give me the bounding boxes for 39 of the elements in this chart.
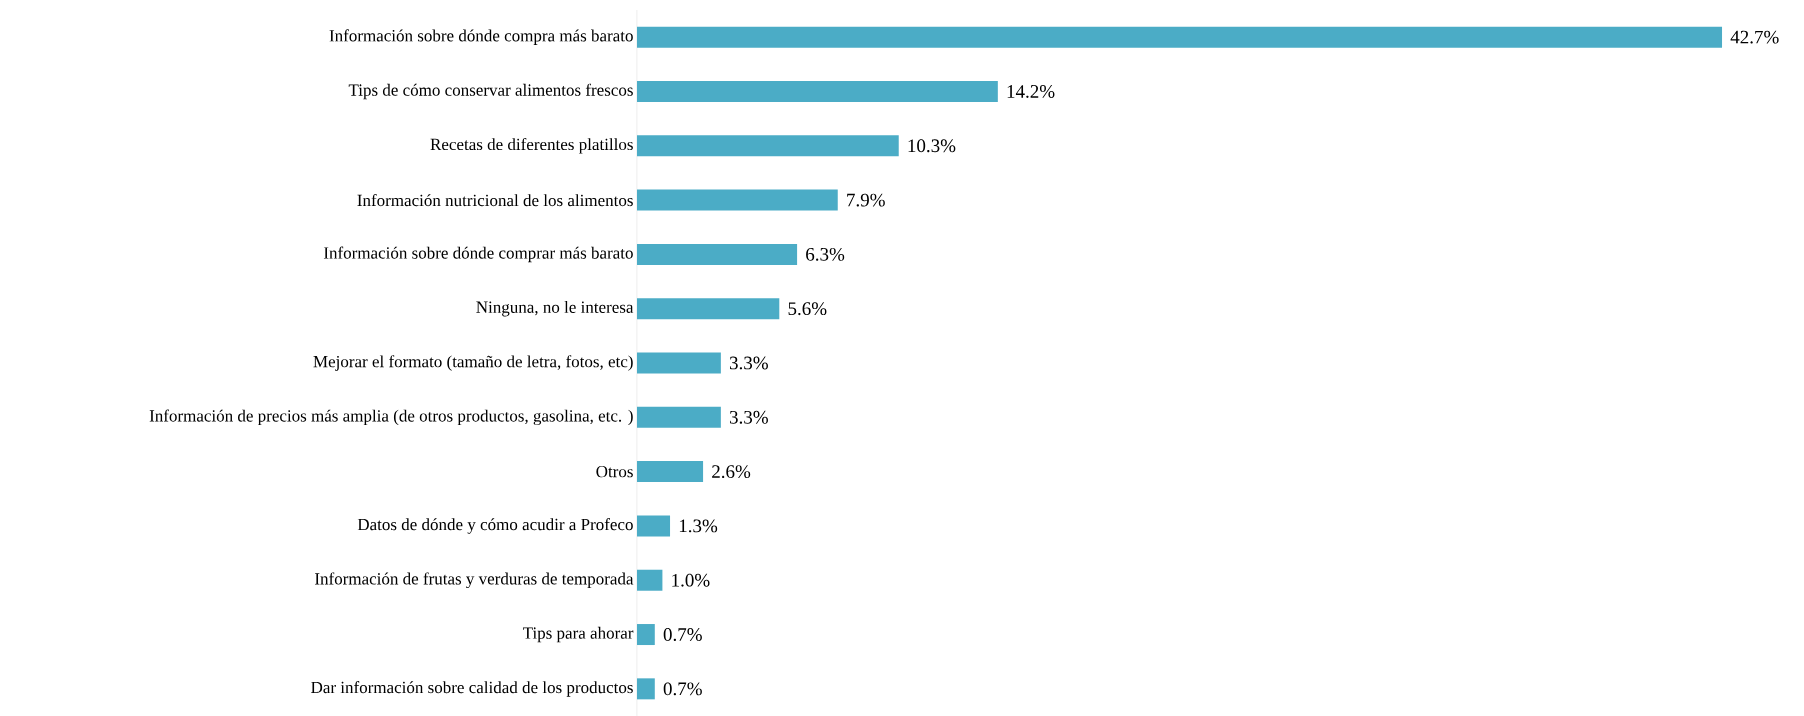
- bar: [637, 623, 655, 645]
- y-tick-label: Información nutricional de los alimentos: [357, 193, 633, 207]
- bar: [637, 80, 998, 102]
- bar: [637, 569, 663, 591]
- y-tick-label: Tips de cómo conservar alimentos frescos: [348, 83, 633, 100]
- bar: [637, 515, 671, 537]
- y-tick-label: Recetas de diferentes platillos: [430, 137, 633, 154]
- bar: [637, 678, 655, 700]
- data-label: 0.7%: [663, 628, 702, 641]
- data-label: 6.3%: [806, 247, 845, 261]
- y-tick-label: Otros: [596, 465, 633, 478]
- data-label: 7.9%: [847, 193, 885, 207]
- bar: [637, 352, 721, 374]
- y-tick-label: Información de precios más amplia (de otros productos, gasolina, etc. ): [149, 409, 633, 426]
- data-label: 10.3%: [908, 139, 956, 153]
- bar: [637, 298, 780, 320]
- y-tick-label: Mejorar el formato (tamaño de letra, fotos, etc): [313, 355, 633, 371]
- y-tick-label: Información de frutas y verduras de temporada: [314, 572, 634, 588]
- y-tick-label: Datos de dónde y cómo acudir a Profeco: [357, 518, 633, 534]
- data-label: 1.3%: [679, 519, 718, 533]
- data-label: 14.2%: [1007, 84, 1055, 98]
- y-tick-label: Ninguna, no le interesa: [476, 300, 634, 317]
- data-label: 5.6%: [788, 302, 827, 316]
- data-label: 42.7%: [1730, 30, 1779, 44]
- y-tick-label: Dar información sobre calidad de los productos: [311, 680, 633, 697]
- data-label: 1.0%: [672, 573, 710, 587]
- bar: [637, 135, 899, 157]
- data-label: 2.6%: [712, 465, 751, 478]
- bar: [637, 189, 838, 211]
- bar: [637, 243, 798, 265]
- bar: [637, 461, 704, 483]
- data-label: 3.3%: [729, 410, 768, 424]
- data-label: 0.7%: [663, 682, 702, 696]
- y-tick-label: Tips para ahorar: [522, 626, 634, 643]
- y-tick-label: Información sobre dónde compra más barato: [329, 29, 633, 45]
- y-tick-label: Información sobre dónde comprar más barato: [323, 246, 633, 263]
- bar: [637, 406, 721, 428]
- bar: [637, 26, 1723, 48]
- data-label: 3.3%: [729, 356, 768, 370]
